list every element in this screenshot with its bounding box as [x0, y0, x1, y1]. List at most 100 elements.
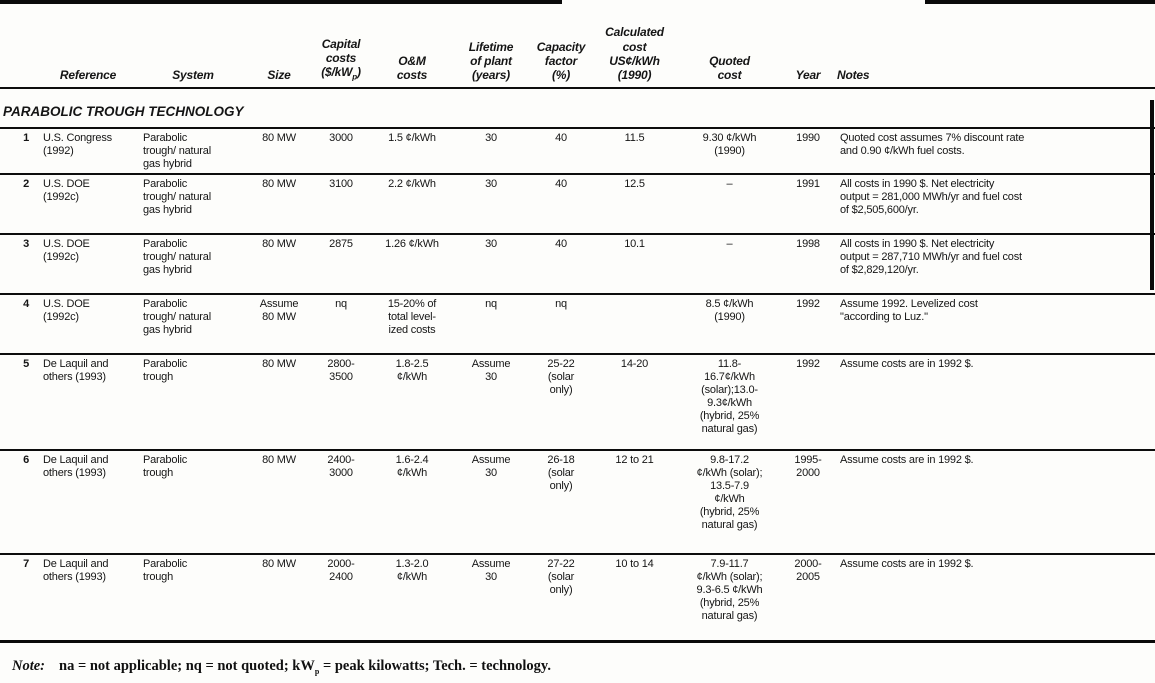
cell-row-number: 6: [23, 453, 29, 466]
cell-year: 1990: [796, 132, 820, 144]
cell-reference: De Laquil and others (1993): [43, 557, 109, 583]
cell-capacity-factor: nq: [555, 297, 567, 310]
cell-size: 80 MW: [262, 557, 296, 570]
cell-capacity-factor: 27-22 (solar only): [547, 557, 575, 596]
footnote-label: Note:: [12, 658, 46, 675]
cell-capital-costs: 3000: [329, 132, 353, 144]
cell-om-costs: 1.5 ¢/kWh: [388, 132, 436, 144]
cell-year: 2000- 2005: [794, 557, 822, 583]
cell-calculated-cost: 10 to 14: [615, 557, 654, 570]
scan-artifact-top-line-left: [0, 0, 562, 4]
column-header-capital-costs: Capital costs ($/kWp): [321, 36, 361, 82]
cell-lifetime: 30: [485, 132, 497, 144]
column-header-reference: Reference: [59, 67, 117, 82]
cell-row-number: 5: [23, 357, 29, 370]
cell-capacity-factor: 40: [555, 177, 567, 190]
cell-system: Parabolic trough/ natural gas hybrid: [143, 132, 211, 170]
cell-notes: Quoted cost assumes 7% discount rate and…: [840, 132, 1025, 157]
cell-calculated-cost: 12 to 21: [615, 453, 654, 466]
cell-notes: All costs in 1990 $. Net electricity out…: [840, 237, 1022, 276]
cell-reference: U.S. DOE (1992c): [43, 177, 90, 203]
cell-system: Parabolic trough: [143, 357, 188, 383]
table-row: 5 De Laquil and others (1993) Parabolic tr…: [0, 353, 1155, 450]
cell-quoted-cost: 11.8- 16.7¢/kWh (solar);13.0- 9.3¢/kWh (…: [699, 357, 760, 435]
table-footnote: Note: na = not applicable; nq = not quote…: [12, 658, 1155, 676]
table-row: 3 U.S. DOE (1992c) Parabolic trough/ natur…: [0, 233, 1155, 294]
cell-row-number: 7: [23, 557, 29, 570]
cell-year: 1991: [796, 177, 820, 190]
cell-capacity-factor: 26-18 (solar only): [547, 453, 575, 492]
cell-quoted-cost: 9.8-17.2 ¢/kWh (solar); 13.5-7.9 ¢/kWh (…: [696, 453, 763, 531]
table-row: 6 De Laquil and others (1993) Parabolic tr…: [0, 449, 1155, 554]
cell-reference: U.S. DOE (1992c): [43, 237, 90, 263]
cell-capacity-factor: 25-22 (solar only): [547, 357, 575, 396]
cell-row-number: 4: [23, 297, 29, 310]
cell-year: 1992: [796, 297, 820, 310]
cell-om-costs: 1.3-2.0 ¢/kWh: [395, 557, 429, 583]
cell-capacity-factor: 40: [555, 237, 567, 250]
table-row: 4 U.S. DOE (1992c) Parabolic trough/ natur…: [0, 293, 1155, 354]
cell-quoted-cost: 7.9-11.7 ¢/kWh (solar); 9.3-6.5 ¢/kWh (h…: [696, 557, 763, 622]
cell-lifetime: Assume 30: [471, 557, 511, 583]
cell-year: 1992: [796, 357, 820, 370]
table-row: 2 U.S. DOE (1992c) Parabolic trough/ natur…: [0, 173, 1155, 234]
cell-calculated-cost: 14-20: [620, 357, 649, 370]
cell-notes: All costs in 1990 $. Net electricity out…: [840, 177, 1022, 216]
column-header-calculated-cost: Calculated cost US¢/kWh (1990): [605, 25, 664, 82]
cell-capital-costs: 3100: [329, 177, 353, 190]
scan-artifact-right-bar: [1150, 100, 1154, 290]
cell-row-number: 3: [23, 237, 29, 250]
cell-quoted-cost: 8.5 ¢/kWh (1990): [705, 297, 754, 323]
cell-size: 80 MW: [262, 357, 296, 370]
cell-system: Parabolic trough/ natural gas hybrid: [143, 177, 211, 216]
cell-lifetime: Assume 30: [471, 453, 511, 479]
cell-lifetime: nq: [485, 297, 497, 310]
table-bottom-rule: [0, 641, 1155, 649]
cell-system: Parabolic trough: [143, 453, 188, 479]
table-row: 7 De Laquil and others (1993) Parabolic tr…: [0, 553, 1155, 642]
cell-capital-costs: 2800- 3500: [327, 357, 355, 383]
cell-year: 1998: [796, 237, 820, 250]
cell-row-number: 2: [23, 177, 29, 190]
cell-system: Parabolic trough/ natural gas hybrid: [143, 237, 211, 276]
column-header-capacity-factor: Capacity factor (%): [536, 39, 586, 82]
cost-comparison-table: Reference System Size Capital costs ($/kWp)…: [0, 6, 1155, 648]
column-header-notes: Notes: [837, 67, 870, 82]
column-header-size: Size: [267, 67, 291, 82]
cell-om-costs: 2.2 ¢/kWh: [388, 177, 436, 190]
cell-system: Parabolic trough: [143, 557, 188, 583]
table-header: Reference System Size Capital costs ($/kWp)…: [0, 6, 1155, 88]
footnote-text: na = not applicable; nq = not quoted; kW…: [59, 658, 551, 677]
cell-size: 80 MW: [262, 237, 296, 250]
cell-quoted-cost: 9.30 ¢/kWh (1990): [702, 132, 757, 157]
cell-system: Parabolic trough/ natural gas hybrid: [143, 297, 211, 336]
cell-row-number: 1: [23, 132, 29, 144]
cell-calculated-cost: 12.5: [624, 177, 645, 190]
scan-artifact-top-line-right: [925, 0, 1155, 4]
cell-reference: U.S. Congress (1992): [43, 132, 112, 157]
cell-lifetime: Assume 30: [471, 357, 511, 383]
cell-calculated-cost: [592, 294, 677, 354]
section-row: PARABOLIC TROUGH TECHNOLOGY: [0, 88, 1155, 128]
cell-reference: De Laquil and others (1993): [43, 357, 109, 383]
column-header-system: System: [172, 67, 214, 82]
cell-notes: Assume 1992. Levelized cost "according t…: [840, 297, 978, 323]
cell-calculated-cost: 10.1: [624, 237, 645, 250]
table-row: 1 U.S. Congress (1992) Parabolic trough/ n…: [0, 128, 1155, 174]
cell-om-costs: 15-20% of total level- ized costs: [387, 297, 437, 336]
cell-calculated-cost: 11.5: [624, 132, 645, 144]
cell-size: 80 MW: [262, 453, 296, 466]
cell-om-costs: 1.6-2.4 ¢/kWh: [395, 453, 429, 479]
cell-size: Assume 80 MW: [259, 297, 299, 323]
cell-capital-costs: 2875: [329, 237, 353, 250]
cell-reference: U.S. DOE (1992c): [43, 297, 90, 323]
section-header: PARABOLIC TROUGH TECHNOLOGY: [3, 103, 244, 119]
cell-capital-costs: 2400- 3000: [327, 453, 355, 479]
cell-om-costs: 1.8-2.5 ¢/kWh: [395, 357, 429, 383]
cell-capital-costs: nq: [335, 297, 347, 310]
column-header-om-costs: O&M costs: [396, 53, 428, 82]
cell-notes: Assume costs are in 1992 $.: [840, 453, 974, 466]
cell-capital-costs: 2000- 2400: [327, 557, 355, 583]
cell-size: 80 MW: [262, 177, 296, 190]
